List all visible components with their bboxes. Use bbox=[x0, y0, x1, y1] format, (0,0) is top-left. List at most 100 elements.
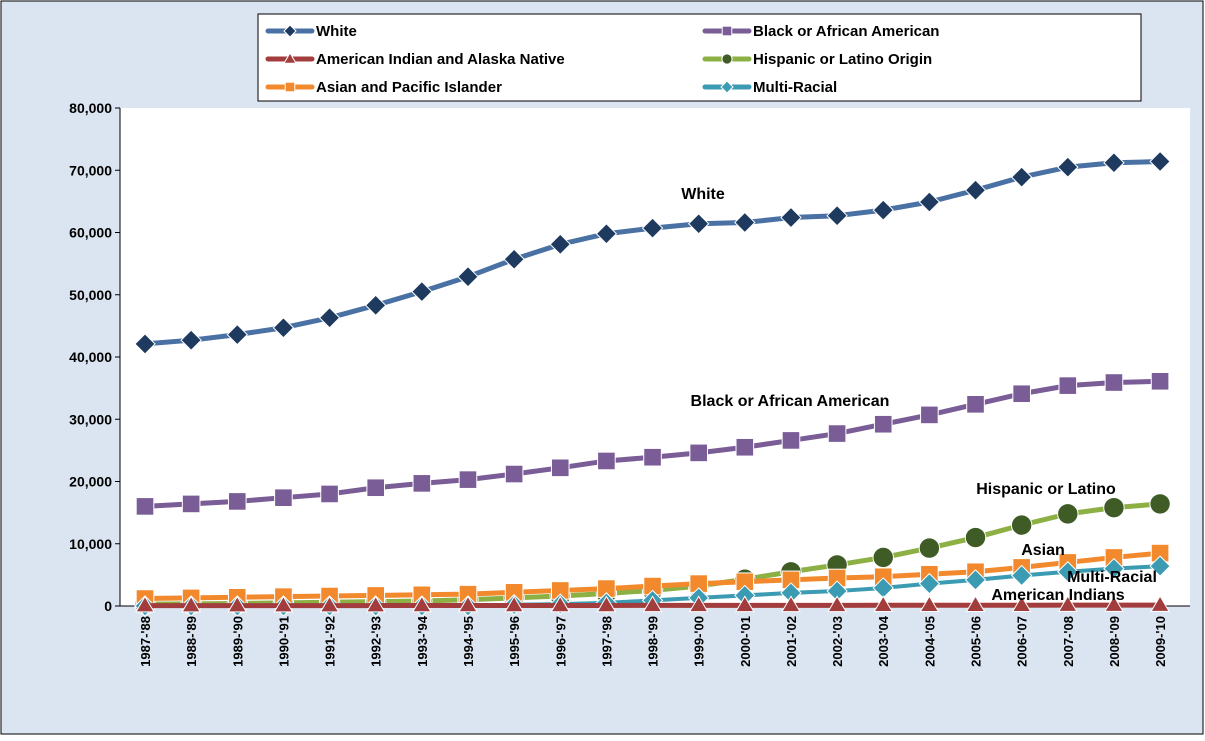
x-tick-label: 2003-'04 bbox=[876, 615, 891, 667]
legend-swatch-marker bbox=[284, 81, 296, 93]
y-tick-label: 70,000 bbox=[69, 162, 112, 178]
legend-item: White bbox=[265, 23, 357, 40]
data-point bbox=[272, 317, 295, 339]
data-point bbox=[181, 595, 202, 613]
data-point bbox=[274, 488, 293, 507]
data-point bbox=[549, 233, 571, 256]
data-point bbox=[412, 474, 432, 493]
x-tick-label: 1987-'88 bbox=[138, 616, 153, 667]
legend-label: American Indian and Alaska Native bbox=[316, 51, 565, 68]
data-point bbox=[827, 595, 847, 613]
x-tick-label: 1995-'96 bbox=[507, 616, 522, 667]
x-tick-label: 1998-'99 bbox=[646, 616, 661, 667]
data-point bbox=[827, 424, 847, 443]
data-point bbox=[1149, 555, 1171, 577]
data-point bbox=[1010, 166, 1033, 188]
data-point bbox=[504, 464, 524, 484]
legend-label: Black or African American bbox=[753, 23, 939, 40]
data-point bbox=[965, 595, 986, 612]
data-point bbox=[135, 595, 155, 613]
y-tick-label: 0 bbox=[104, 598, 112, 614]
series-american-indian-and-alaska-native bbox=[135, 595, 1170, 613]
legend-swatch-marker bbox=[721, 25, 733, 37]
data-point bbox=[1103, 557, 1125, 580]
data-point bbox=[227, 492, 247, 511]
data-point bbox=[1057, 156, 1079, 178]
legend-item: Asian and Pacific Islander bbox=[265, 79, 502, 96]
data-point bbox=[781, 595, 801, 613]
annotations-layer: White Black or African American Hispanic o… bbox=[681, 186, 1157, 604]
annotation-label: White bbox=[681, 186, 725, 203]
data-point bbox=[364, 294, 387, 317]
data-point bbox=[920, 405, 939, 425]
data-point bbox=[735, 437, 755, 457]
data-point bbox=[919, 595, 940, 613]
data-point bbox=[734, 595, 755, 613]
data-point bbox=[550, 458, 570, 478]
x-tick-label: 2004-'05 bbox=[922, 616, 937, 667]
series-black-or-african-american bbox=[135, 371, 1170, 516]
data-point bbox=[1057, 595, 1078, 612]
data-point bbox=[964, 569, 987, 591]
y-tick-label: 40,000 bbox=[69, 349, 112, 365]
data-point bbox=[365, 595, 386, 613]
legend-item: Black or African American bbox=[702, 23, 939, 40]
data-point bbox=[826, 204, 848, 227]
data-point bbox=[966, 395, 985, 414]
y-tick-label: 30,000 bbox=[69, 411, 112, 427]
data-point bbox=[273, 595, 294, 613]
x-tick-label: 2005-'06 bbox=[969, 616, 984, 667]
legend-swatch-marker bbox=[721, 53, 733, 65]
data-point bbox=[780, 206, 802, 229]
x-tick-label: 2001-'02 bbox=[784, 616, 799, 667]
x-tick-label: 1988-'89 bbox=[184, 616, 199, 667]
data-point bbox=[1010, 564, 1033, 587]
data-point bbox=[226, 323, 248, 346]
x-tick-label: 1997-'98 bbox=[599, 616, 614, 667]
x-tick-label: 1989-'90 bbox=[230, 616, 245, 667]
data-point bbox=[964, 179, 987, 201]
y-tick-label: 20,000 bbox=[69, 474, 112, 490]
data-point bbox=[642, 595, 663, 613]
annotation-label: Multi-Racial bbox=[1067, 569, 1157, 586]
data-point bbox=[134, 333, 156, 355]
data-point bbox=[1010, 514, 1033, 536]
x-tick-label: 2000-'01 bbox=[738, 616, 753, 667]
data-point bbox=[964, 526, 987, 549]
x-tick-label: 1994-'95 bbox=[461, 616, 476, 667]
data-point bbox=[689, 443, 708, 463]
x-tick-label: 1996-'97 bbox=[553, 616, 568, 667]
y-tick-label: 50,000 bbox=[69, 287, 112, 303]
data-point bbox=[458, 595, 478, 613]
data-point bbox=[688, 595, 709, 613]
axes: 0 10,000 20,000 30,000 40,000 50,000 60,000 70,… bbox=[69, 100, 1190, 667]
data-point bbox=[1103, 152, 1125, 174]
data-point bbox=[643, 447, 662, 467]
data-point bbox=[872, 199, 894, 221]
data-point bbox=[1011, 595, 1032, 612]
data-point bbox=[135, 497, 155, 516]
data-point bbox=[918, 572, 941, 595]
legend-swatch-marker bbox=[283, 24, 297, 38]
x-tick-label: 1993-'94 bbox=[415, 615, 430, 667]
data-point bbox=[1057, 503, 1079, 525]
data-point bbox=[1058, 376, 1078, 395]
data-point bbox=[1104, 595, 1124, 612]
data-point bbox=[457, 265, 479, 288]
data-point bbox=[180, 329, 202, 351]
data-point bbox=[411, 280, 433, 303]
data-point bbox=[1149, 150, 1171, 173]
data-point bbox=[1150, 371, 1170, 391]
legend-label: Asian and Pacific Islander bbox=[316, 79, 502, 96]
data-point bbox=[918, 191, 941, 213]
data-point bbox=[1150, 595, 1170, 612]
legend-box bbox=[257, 13, 1142, 102]
x-tick-label: 2009-'10 bbox=[1153, 616, 1168, 667]
annotation-label: Asian bbox=[1021, 542, 1065, 559]
legend-item: Multi-Racial bbox=[702, 79, 837, 96]
data-point bbox=[1057, 561, 1079, 583]
x-tick-label: 1990-'91 bbox=[276, 616, 291, 667]
legend-swatch-marker bbox=[720, 80, 734, 94]
annotation-label: Black or African American bbox=[691, 393, 890, 410]
